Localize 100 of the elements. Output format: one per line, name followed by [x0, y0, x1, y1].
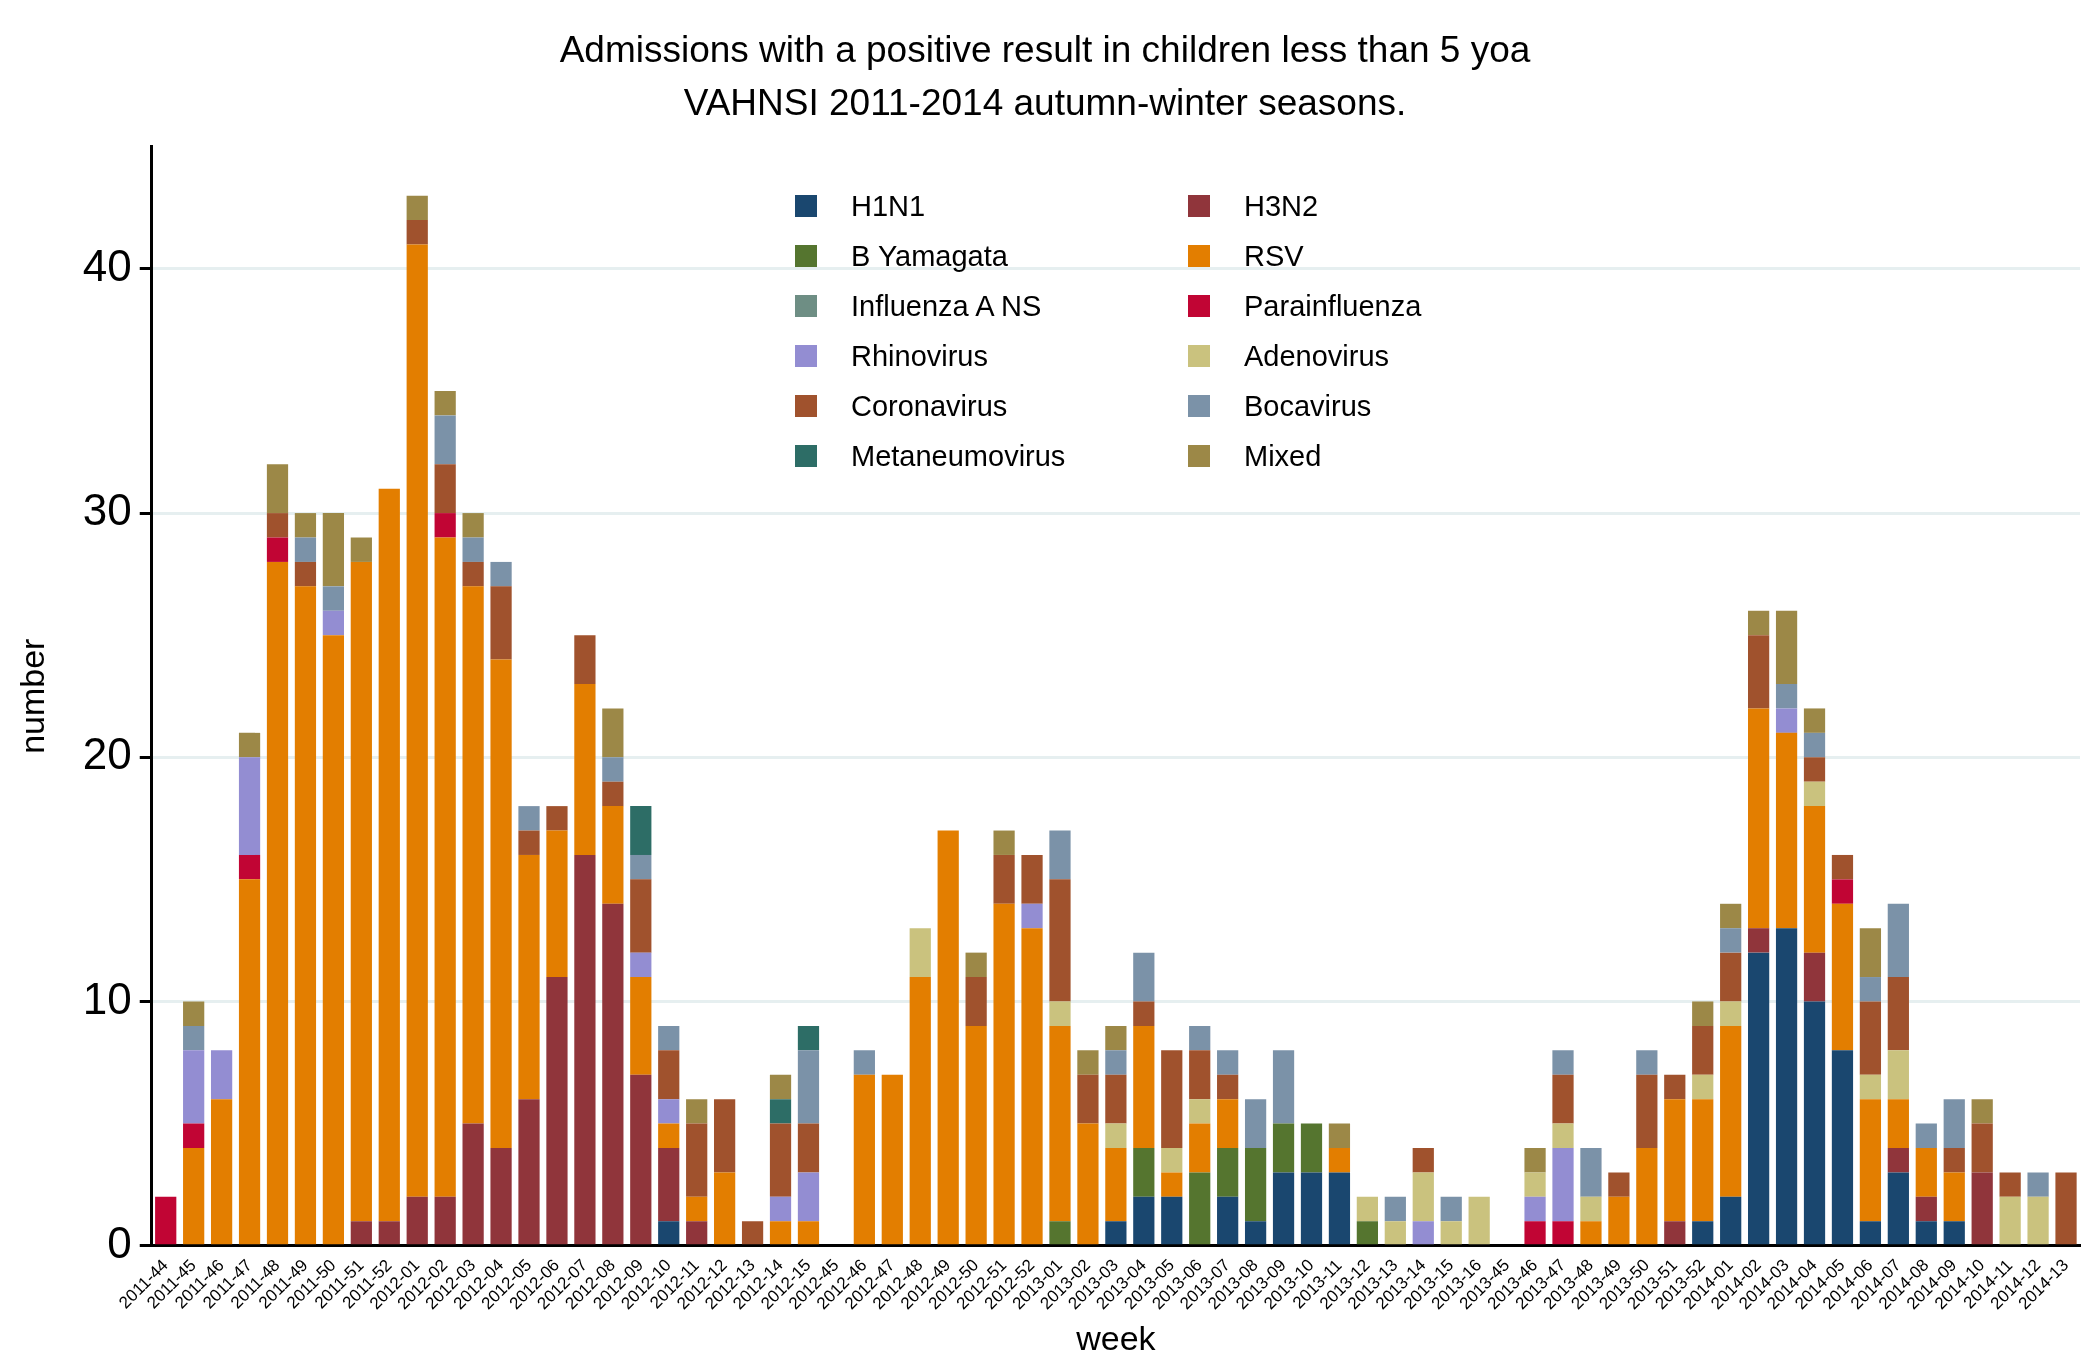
bar [1748, 928, 1770, 953]
bar [1720, 952, 1742, 1002]
bar [1580, 1147, 1602, 1197]
bar [378, 1221, 400, 1245]
bar [1189, 1123, 1211, 1173]
bar [1859, 977, 1882, 1002]
bar [462, 537, 484, 562]
bar [1384, 1196, 1406, 1222]
bar [714, 1172, 736, 1245]
bar [1217, 1147, 1239, 1197]
bar [1272, 1123, 1295, 1173]
bar [1049, 1025, 1071, 1222]
bar [1049, 1221, 1071, 1245]
bar [462, 1123, 484, 1245]
bar [434, 1196, 456, 1245]
bar [406, 1196, 428, 1245]
bar [1999, 1172, 2021, 1197]
bar [266, 537, 289, 562]
bar [797, 1050, 820, 1124]
bar [1636, 1050, 1658, 1075]
bar [1524, 1196, 1546, 1222]
y-tick-label: 20 [82, 729, 132, 779]
bar [658, 1221, 680, 1245]
bar [518, 830, 540, 855]
bar [322, 635, 345, 1245]
bar [1524, 1147, 1546, 1173]
bar [238, 757, 261, 855]
bar [1049, 879, 1071, 1002]
bar [602, 781, 624, 807]
bar [1133, 1025, 1155, 1148]
bar [630, 977, 652, 1075]
bar [797, 1221, 820, 1245]
bar [714, 1099, 736, 1173]
bar [1161, 1147, 1183, 1173]
bar [1356, 1221, 1378, 1245]
bar [1971, 1123, 1993, 1173]
bar [602, 903, 624, 1245]
bar [518, 806, 540, 831]
bar [1859, 1099, 1882, 1222]
bar [658, 1147, 680, 1222]
bar [1720, 928, 1742, 953]
bar [1328, 1123, 1351, 1148]
bar [1859, 1074, 1882, 1100]
bar [1244, 1147, 1267, 1222]
bar [686, 1099, 708, 1124]
bar [1161, 1050, 1183, 1148]
bar [686, 1196, 708, 1222]
bar [574, 635, 596, 685]
bar [1384, 1221, 1406, 1245]
legend-label: B Yamagata [851, 239, 1008, 273]
bar [238, 879, 261, 1245]
bar [881, 1074, 903, 1245]
bar [1189, 1172, 1211, 1245]
bar [1133, 952, 1155, 1002]
bar [1272, 1172, 1295, 1245]
bar [853, 1050, 875, 1075]
legend-label: Adenovirus [1244, 339, 1390, 373]
bar [1244, 1221, 1267, 1245]
bar [490, 1147, 512, 1245]
bar [1105, 1074, 1127, 1124]
bar [1552, 1221, 1574, 1245]
bar [2027, 1172, 2049, 1197]
bar [2027, 1196, 2049, 1245]
bar [574, 854, 596, 1245]
bar [1915, 1123, 1937, 1148]
bar [965, 977, 987, 1026]
bar [909, 928, 931, 978]
bar [993, 903, 1015, 1245]
bar [546, 977, 568, 1245]
bar [1831, 879, 1854, 904]
bar [686, 1221, 708, 1245]
bar [546, 806, 568, 831]
bar [1692, 1099, 1714, 1222]
bar [1748, 610, 1770, 636]
bar [1105, 1123, 1127, 1148]
bar [1720, 903, 1742, 929]
bar [1356, 1196, 1378, 1222]
bar [658, 1050, 680, 1100]
bar [1943, 1172, 1965, 1222]
bar [1300, 1123, 1323, 1173]
bar [937, 830, 959, 1245]
bar [183, 1123, 205, 1148]
bar [1552, 1050, 1574, 1075]
bar [1664, 1221, 1686, 1245]
bar [1105, 1050, 1127, 1075]
bar [741, 1221, 764, 1245]
bar [1887, 1172, 1909, 1245]
bar [1887, 977, 1909, 1051]
bar [1831, 1050, 1854, 1245]
bar [434, 464, 456, 514]
bar [993, 830, 1015, 855]
bar [1440, 1196, 1462, 1222]
bar [1189, 1050, 1211, 1100]
bar [1943, 1147, 1965, 1173]
bar [294, 537, 317, 562]
bar [769, 1099, 792, 1124]
bar [1887, 1050, 1909, 1100]
bar [434, 390, 456, 416]
bar [1189, 1025, 1211, 1051]
bar [1105, 1025, 1127, 1051]
